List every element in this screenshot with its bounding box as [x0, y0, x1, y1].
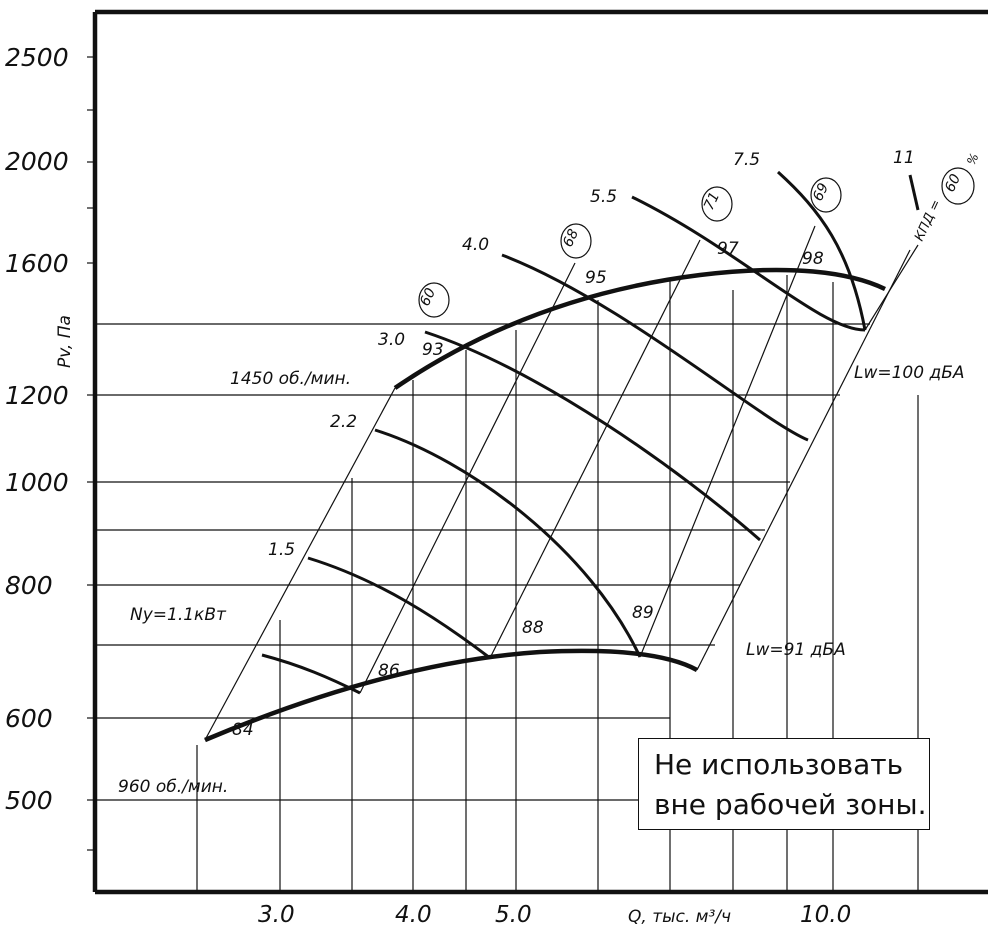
noise-label-95: 95	[585, 268, 607, 288]
power-curve-2-2	[374, 428, 642, 658]
y-axis-title: Pv, Па	[55, 315, 75, 368]
horizontal-grid-lines	[95, 323, 670, 801]
efficiency-axis-line	[864, 244, 919, 331]
power-label-2-2: 2.2	[330, 412, 357, 432]
power-curve-11	[908, 174, 920, 211]
warning-note: Не использовать вне рабочей зоны.	[638, 738, 930, 830]
power-curve-1-5	[307, 556, 491, 660]
y-tick-1600: 1600	[5, 249, 69, 278]
power-label-1-5: 1.5	[268, 540, 295, 560]
power-label-5-5: 5.5	[590, 187, 617, 207]
power-label-1-1: Nу=1.1кВт	[130, 605, 227, 625]
efficiency-circle	[418, 282, 450, 318]
speed-label-960: 960 об./мин.	[118, 777, 228, 797]
warning-note-line-2: вне рабочей зоны.	[654, 788, 927, 821]
x-axis-title: Q, тыс. м³/ч	[628, 907, 731, 925]
curve-1450-rpm	[393, 267, 886, 390]
y-tick-1000: 1000	[5, 468, 69, 497]
y-tick-marks	[87, 56, 95, 851]
power-label-3-0: 3.0	[378, 330, 405, 350]
noise-label-93: 93	[422, 340, 444, 360]
efficiency-marker-60-low: 60	[417, 282, 450, 318]
power-curve-5-5	[631, 195, 866, 332]
y-tick-2000: 2000	[5, 147, 69, 176]
warning-note-line-1: Не использовать	[654, 748, 904, 781]
lw-label-100: Lw=100 дБА	[854, 363, 965, 383]
efficiency-diagonal-lines	[204, 225, 911, 741]
efficiency-value: 68	[560, 227, 582, 250]
efficiency-circle	[941, 167, 975, 205]
efficiency-marker-69: 69	[810, 177, 842, 213]
lw-label-91: Lw=91 дБА	[746, 640, 846, 660]
noise-label-84: 84	[232, 720, 254, 740]
x-tick-10-0: 10.0	[800, 902, 851, 925]
efficiency-circle	[810, 177, 842, 213]
power-label-11: 11	[893, 148, 915, 168]
y-tick-2500: 2500	[5, 43, 69, 72]
noise-label-97: 97	[717, 239, 739, 259]
efficiency-value: 60	[417, 286, 439, 309]
efficiency-value: 69	[810, 181, 832, 204]
x-tick-4-0: 4.0	[395, 902, 432, 925]
efficiency-value: 60	[942, 172, 964, 195]
noise-label-89: 89	[632, 603, 654, 623]
efficiency-unit: %	[964, 151, 982, 167]
y-tick-500: 500	[5, 786, 53, 815]
power-label-7-5: 7.5	[733, 150, 760, 170]
noise-label-86: 86	[378, 661, 400, 681]
efficiency-marker-68: 68	[560, 223, 592, 259]
y-tick-600: 600	[5, 704, 53, 733]
power-curve-3-0	[424, 330, 761, 542]
efficiency-circle	[701, 186, 733, 222]
efficiency-marker-60-axis: 60	[941, 167, 975, 205]
efficiency-circle	[560, 223, 592, 259]
power-curve-4-0	[501, 253, 809, 442]
efficiency-axis-label: КПД =	[912, 197, 944, 243]
noise-label-98: 98	[802, 249, 824, 269]
power-label-4-0: 4.0	[462, 235, 489, 255]
y-tick-800: 800	[5, 571, 53, 600]
noise-label-88: 88	[522, 618, 544, 638]
power-curve-7-5	[776, 170, 867, 331]
power-curve-1-1	[261, 653, 361, 695]
efficiency-value: 71	[701, 190, 723, 213]
curve-960-rpm	[204, 648, 699, 743]
x-tick-3-0: 3.0	[258, 902, 295, 925]
efficiency-marker-71: 71	[701, 186, 733, 222]
x-tick-5-0: 5.0	[495, 902, 532, 925]
speed-label-1450: 1450 об./мин.	[230, 369, 351, 389]
y-tick-1200: 1200	[5, 381, 69, 410]
